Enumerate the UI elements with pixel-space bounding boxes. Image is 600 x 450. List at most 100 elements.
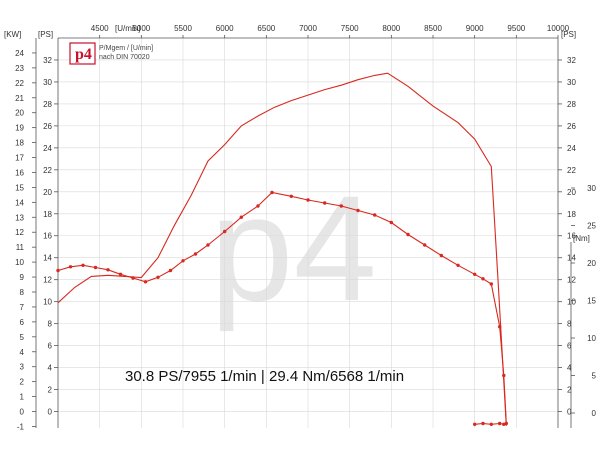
right-ps-tick-label: 30 <box>567 78 576 87</box>
x-tick-label: 5000 <box>132 24 150 33</box>
kw-tick-label: 4 <box>20 348 25 357</box>
nm-tick-label: 20 <box>587 259 596 268</box>
nm-tick-label: 30 <box>587 184 596 193</box>
torque-point <box>206 243 210 247</box>
kw-tick-label: 16 <box>15 168 24 177</box>
torque-point <box>339 204 343 208</box>
right-ps-tick-label: 18 <box>567 210 576 219</box>
kw-tick-label: 23 <box>15 64 24 73</box>
torque-point <box>289 194 293 198</box>
left-ps-tick-label: 12 <box>43 276 52 285</box>
left-ps-tick-label: 18 <box>43 210 52 219</box>
left-ps-tick-label: 20 <box>43 188 52 197</box>
torque-point <box>389 220 393 225</box>
torque-point <box>423 243 427 247</box>
kw-tick-label: 6 <box>20 318 25 327</box>
kw-tick-label: 3 <box>20 363 25 372</box>
kw-tick-label: 10 <box>15 258 24 267</box>
nm-tick-label: 5 <box>592 372 597 381</box>
torque-point <box>481 421 485 426</box>
kw-tick-label: 17 <box>15 154 24 163</box>
torque-point <box>356 208 360 213</box>
kw-tick-label: 13 <box>15 213 24 222</box>
kw-tick-label: 9 <box>20 273 25 282</box>
kw-tick-label: 22 <box>15 79 24 88</box>
torque-point <box>168 268 173 273</box>
kw-tick-label: 18 <box>15 139 24 148</box>
right-ps-tick-label: 0 <box>567 408 572 417</box>
torque-point <box>181 259 185 263</box>
right-ps-tick-label: 4 <box>567 364 572 373</box>
right-ps-tick-label: 2 <box>567 386 572 395</box>
logo: p4 <box>69 42 96 65</box>
nm-tick-label: 10 <box>587 334 596 343</box>
x-tick-label: 4500 <box>91 24 109 33</box>
torque-point <box>439 253 443 258</box>
right-ps-tick-label: 12 <box>567 276 576 285</box>
left-ps-tick-label: 0 <box>48 408 53 417</box>
left-ps-tick-label: 8 <box>48 320 53 329</box>
logo-text: p4 <box>75 46 92 63</box>
left-ps-tick-label: 26 <box>43 122 52 131</box>
left-ps-tick-label: 28 <box>43 100 52 109</box>
left-ps-tick-label: 24 <box>43 144 52 153</box>
torque-point <box>489 422 493 426</box>
grid <box>58 38 558 428</box>
kw-tick-label: -1 <box>17 422 25 431</box>
tick-labels: 4500 5000 5500 6000 6500 7000 7500 8000 8500 9000… <box>15 24 596 431</box>
kw-tick-label: 14 <box>15 198 24 207</box>
power-curve-line <box>57 72 507 426</box>
left-kw-unit: [KW] <box>4 30 21 39</box>
kw-tick-label: 11 <box>16 243 25 252</box>
left-ps-tick-label: 22 <box>43 166 52 175</box>
kw-tick-label: 8 <box>20 288 25 297</box>
right-ps-tick-label: 32 <box>567 56 576 65</box>
torque-point <box>223 229 227 234</box>
kw-tick-label: 7 <box>20 303 25 312</box>
torque-point <box>256 204 260 208</box>
right-ps-tick-label: 6 <box>567 342 572 351</box>
right-ps-tick-label: 24 <box>567 144 576 153</box>
torque-point <box>106 268 110 272</box>
logo-box <box>69 42 96 65</box>
x-tick-label: 7000 <box>299 24 317 33</box>
left-ps-tick-label: 6 <box>48 342 53 351</box>
x-tick-label: 8500 <box>424 24 442 33</box>
summary-text: 30.8 PS/7955 1/min | 29.4 Nm/6568 1/min <box>125 368 404 385</box>
torque-point <box>306 198 310 202</box>
x-axis-unit: [U/min] <box>115 24 140 33</box>
torque-point <box>156 275 160 279</box>
x-tick-label: 5500 <box>174 24 192 33</box>
torque-curve-line <box>57 191 507 424</box>
torque-point <box>323 201 327 205</box>
legend-note-line1: P/Mgem / [U/min] <box>99 45 153 52</box>
right-ps-tick-label: 10 <box>567 298 576 307</box>
x-tick-label: 6500 <box>257 24 275 33</box>
x-tick-label: 10000 <box>547 24 570 33</box>
x-tick-label: 9000 <box>466 24 484 33</box>
kw-tick-label: 21 <box>15 94 24 103</box>
right-ps-tick-label: 8 <box>567 320 572 329</box>
x-tick-label: 9500 <box>507 24 525 33</box>
torque-point <box>406 232 410 237</box>
right-ps-tick-label: 20 <box>567 188 576 197</box>
right-nm-unit: [Nm] <box>573 234 590 243</box>
right-ps-tick-label: 22 <box>567 166 576 175</box>
kw-tick-label: 2 <box>20 378 25 387</box>
left-ps-tick-label: 16 <box>43 232 52 241</box>
torque-point <box>502 422 506 426</box>
series-group <box>56 72 508 426</box>
right-ps-tick-label: 14 <box>567 254 576 263</box>
kw-tick-label: 19 <box>15 124 24 133</box>
torque-point <box>239 215 243 219</box>
torque-point <box>68 265 73 269</box>
kw-tick-label: 0 <box>20 408 25 417</box>
x-tick-label: 6000 <box>216 24 234 33</box>
legend-note-line2: nach DIN 70020 <box>99 54 150 61</box>
kw-tick-label: 15 <box>15 183 24 192</box>
torque-point <box>498 421 502 426</box>
torque-point <box>456 263 460 267</box>
torque-point <box>473 422 477 426</box>
left-ps-tick-label: 32 <box>43 56 52 65</box>
torque-point <box>489 282 493 286</box>
